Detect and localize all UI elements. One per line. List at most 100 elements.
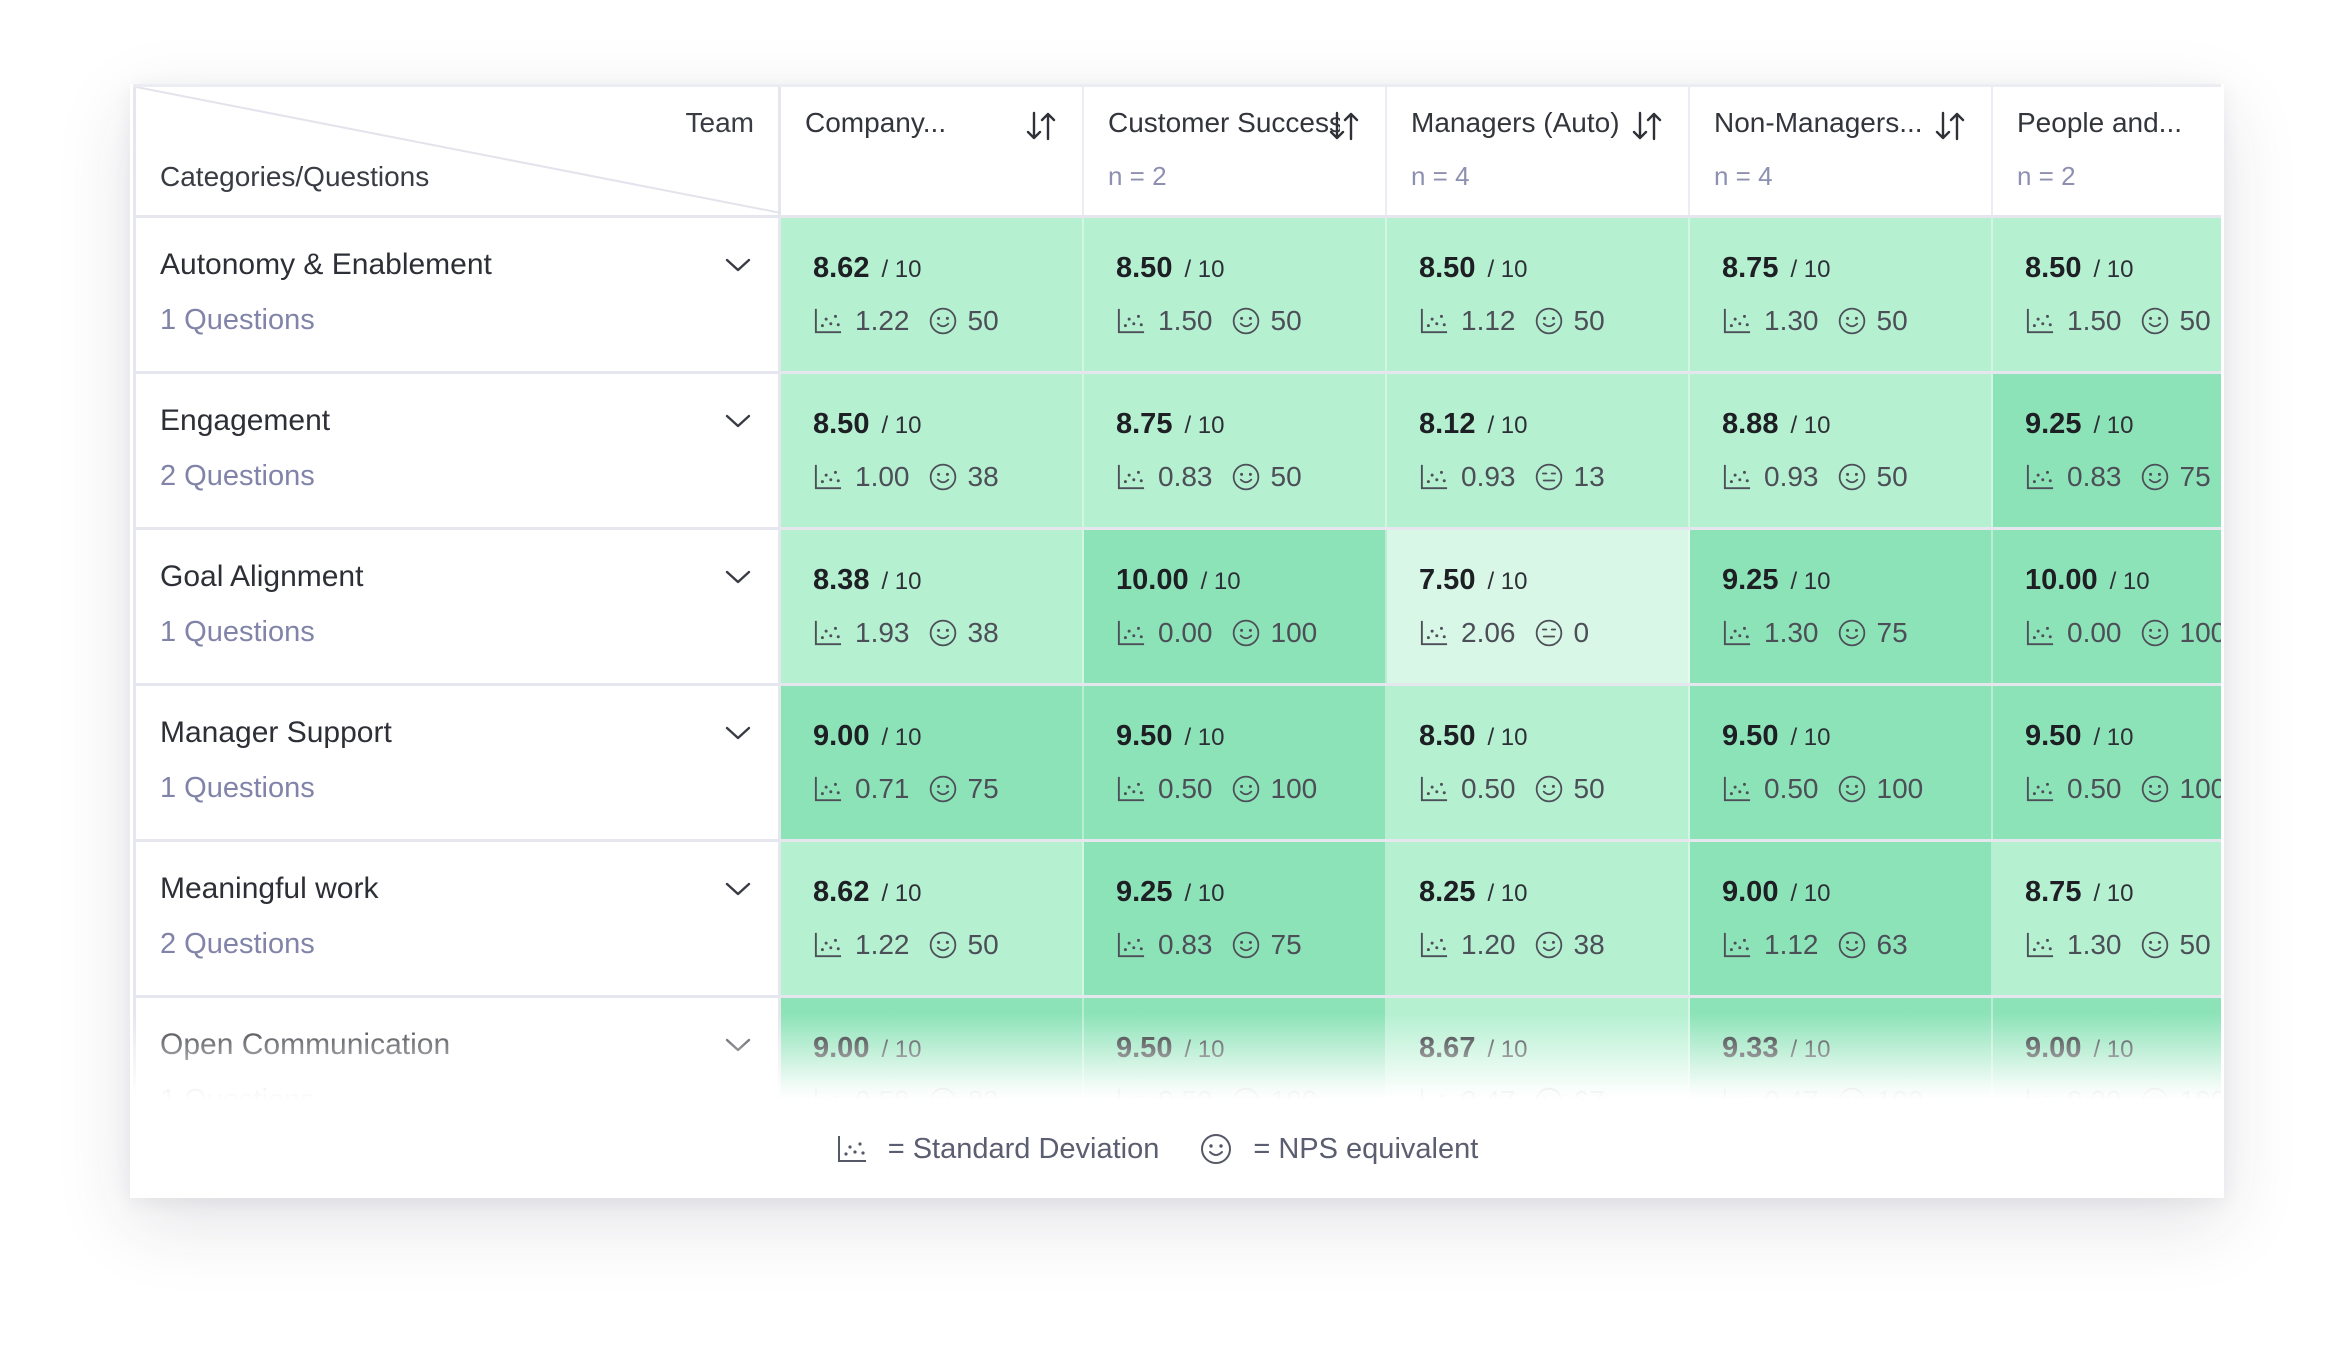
nps-value: 38 bbox=[967, 461, 999, 492]
smiley-face-icon bbox=[1232, 1087, 1259, 1100]
score-cell[interactable]: 9.50 / 10 0.50 100 bbox=[1993, 686, 2221, 839]
smiley-face-icon bbox=[1838, 307, 1865, 335]
score-cell[interactable]: 8.25 / 10 1.20 38 bbox=[1387, 842, 1690, 995]
scatter-chart-icon bbox=[1420, 1088, 1443, 1100]
column-count: n = 4 bbox=[1411, 161, 1470, 191]
score-value: 8.62 bbox=[813, 876, 870, 908]
score-cell[interactable]: 9.50 / 10 0.50 100 bbox=[1084, 686, 1387, 839]
score-value: 9.00 bbox=[813, 1032, 870, 1064]
score-value: 9.00 bbox=[1722, 876, 1779, 908]
score-cell[interactable]: 9.00 / 10 1.12 63 bbox=[1690, 842, 1993, 995]
nps-value: 0 bbox=[1573, 617, 1590, 648]
table-row: Meaningful work 2 Questions 8.62 / 10 1.22 50… bbox=[133, 842, 2221, 998]
score-cell[interactable]: 8.62 / 10 1.22 50 bbox=[781, 218, 1084, 371]
score-value: 8.50 bbox=[1419, 252, 1476, 284]
score-cell[interactable]: 8.75 / 10 1.30 50 bbox=[1993, 842, 2221, 995]
score-value: 8.75 bbox=[2025, 876, 2082, 908]
scatter-chart-icon bbox=[1420, 932, 1448, 958]
column-header[interactable]: People and... n = 2 bbox=[1993, 87, 2221, 215]
score-cell[interactable]: 9.50 / 10 0.50 100 bbox=[1690, 686, 1993, 839]
category-cell[interactable]: Open Communication 1 Questions bbox=[133, 998, 781, 1100]
score-value: 8.12 bbox=[1419, 408, 1476, 440]
smiley-face-icon bbox=[1535, 931, 1562, 959]
sort-icon[interactable] bbox=[1024, 109, 1058, 143]
column-count: n = 2 bbox=[1108, 161, 1167, 191]
score-cell[interactable]: 10.00 / 10 0.00 100 bbox=[1993, 530, 2221, 683]
std-dev-value: 1.12 bbox=[1461, 305, 1516, 336]
category-cell[interactable]: Goal Alignment 1 Questions bbox=[133, 530, 781, 683]
column-name: Company... bbox=[805, 107, 947, 138]
scatter-chart-icon bbox=[814, 464, 842, 490]
column-header[interactable]: Managers (Auto) n = 4 bbox=[1387, 87, 1690, 215]
column-count: n = 4 bbox=[1714, 161, 1773, 191]
score-cell[interactable]: 9.00 / 10 0.58 83 bbox=[781, 998, 1084, 1100]
scatter-chart-icon bbox=[2026, 932, 2054, 958]
nps-value: 100 bbox=[1876, 773, 1924, 804]
scatter-chart-icon bbox=[2026, 620, 2054, 646]
legend: = Standard Deviation = NPS equivalent bbox=[130, 1100, 2224, 1198]
scatter-chart-icon bbox=[1117, 932, 1145, 958]
chevron-down-icon[interactable] bbox=[724, 412, 752, 430]
score-scale: / 10 bbox=[1790, 724, 1831, 751]
category-name: Manager Support bbox=[160, 716, 392, 749]
score-value: 9.50 bbox=[2025, 720, 2082, 752]
score-scale: / 10 bbox=[2093, 256, 2134, 283]
nps-value: 100 bbox=[1270, 773, 1318, 804]
score-cell[interactable]: 9.25 / 10 1.30 75 bbox=[1690, 530, 1993, 683]
neutral-face-icon bbox=[1535, 463, 1562, 491]
column-header[interactable]: Company... bbox=[781, 87, 1084, 215]
nps-value: 50 bbox=[2179, 929, 2211, 960]
score-cell[interactable]: 8.12 / 10 0.93 13 bbox=[1387, 374, 1690, 527]
score-scale: / 10 bbox=[1184, 412, 1225, 439]
score-cell[interactable]: 7.50 / 10 2.06 0 bbox=[1387, 530, 1690, 683]
score-scale: / 10 bbox=[1487, 1036, 1528, 1063]
score-cell[interactable]: 9.25 / 10 0.83 75 bbox=[1084, 842, 1387, 995]
score-cell[interactable]: 8.62 / 10 1.22 50 bbox=[781, 842, 1084, 995]
column-header[interactable]: Customer Success n = 2 bbox=[1084, 87, 1387, 215]
chevron-down-icon[interactable] bbox=[724, 880, 752, 898]
score-cell[interactable]: 10.00 / 10 0.00 100 bbox=[1084, 530, 1387, 683]
sort-icon[interactable] bbox=[1933, 109, 1967, 143]
score-cell[interactable]: 9.25 / 10 0.83 75 bbox=[1993, 374, 2221, 527]
score-cell[interactable]: 8.67 / 10 0.47 67 bbox=[1387, 998, 1690, 1100]
score-cell[interactable]: 8.75 / 10 1.30 50 bbox=[1690, 218, 1993, 371]
column-header[interactable]: Non-Managers... n = 4 bbox=[1690, 87, 1993, 215]
score-cell[interactable]: 9.50 / 10 0.50 100 bbox=[1084, 998, 1387, 1100]
chevron-down-icon[interactable] bbox=[724, 1036, 752, 1054]
sort-icon[interactable] bbox=[1630, 109, 1664, 143]
nps-value: 100 bbox=[1270, 617, 1318, 648]
score-cell[interactable]: 8.50 / 10 1.12 50 bbox=[1387, 218, 1690, 371]
score-cell[interactable]: 8.38 / 10 1.93 38 bbox=[781, 530, 1084, 683]
sort-icon[interactable] bbox=[1327, 109, 1361, 143]
score-cell[interactable]: 8.50 / 10 1.00 38 bbox=[781, 374, 1084, 527]
score-cell[interactable]: 8.75 / 10 0.83 50 bbox=[1084, 374, 1387, 527]
table-row: Engagement 2 Questions 8.50 / 10 1.00 38 8.75 /… bbox=[133, 374, 2221, 530]
score-scale: / 10 bbox=[1790, 880, 1831, 907]
category-cell[interactable]: Manager Support 1 Questions bbox=[133, 686, 781, 839]
category-cell[interactable]: Engagement 2 Questions bbox=[133, 374, 781, 527]
chevron-down-icon[interactable] bbox=[724, 724, 752, 742]
std-dev-value: 1.22 bbox=[855, 305, 910, 336]
score-scale: / 10 bbox=[1184, 256, 1225, 283]
nps-value: 100 bbox=[2179, 617, 2222, 648]
score-value: 8.38 bbox=[813, 564, 870, 596]
score-cell[interactable]: 9.33 / 10 0.47 100 bbox=[1690, 998, 1993, 1100]
category-cell[interactable]: Autonomy & Enablement 1 Questions bbox=[133, 218, 781, 371]
heatmap-scroll-area[interactable]: Team Categories/Questions Company... Cus… bbox=[133, 84, 2221, 1100]
score-cell[interactable]: 8.50 / 10 1.50 50 bbox=[1993, 218, 2221, 371]
scatter-chart-icon bbox=[814, 308, 842, 334]
score-cell[interactable]: 8.50 / 10 0.50 50 bbox=[1387, 686, 1690, 839]
score-value: 8.50 bbox=[2025, 252, 2082, 284]
score-cell[interactable]: 9.00 / 10 0.71 75 bbox=[781, 686, 1084, 839]
std-dev-value: 1.30 bbox=[2067, 929, 2122, 960]
std-dev-value: 1.22 bbox=[855, 929, 910, 960]
score-cell[interactable]: 9.00 / 10 0.00 100 bbox=[1993, 998, 2221, 1100]
scatter-chart-icon bbox=[814, 620, 842, 646]
score-cell[interactable]: 8.88 / 10 0.93 50 bbox=[1690, 374, 1993, 527]
chevron-down-icon[interactable] bbox=[724, 256, 752, 274]
category-cell[interactable]: Meaningful work 2 Questions bbox=[133, 842, 781, 995]
score-cell[interactable]: 8.50 / 10 1.50 50 bbox=[1084, 218, 1387, 371]
table-row: Autonomy & Enablement 1 Questions 8.62 / 10… bbox=[133, 218, 2221, 374]
chevron-down-icon[interactable] bbox=[724, 568, 752, 586]
std-dev-value: 1.12 bbox=[1764, 929, 1819, 960]
